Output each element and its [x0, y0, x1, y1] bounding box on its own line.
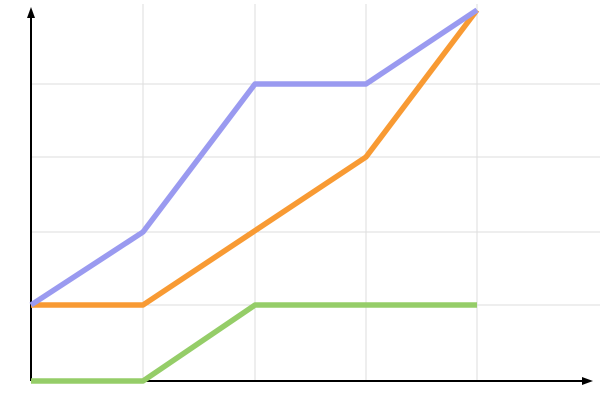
series-line-orange: [31, 8, 480, 308]
gridlines-horizontal: [31, 83, 600, 306]
y-axis-arrow-up-icon: [27, 7, 35, 18]
series-line-purple: [29, 7, 479, 308]
series-group: [29, 7, 480, 384]
y-axis: [27, 7, 35, 381]
x-axis-arrow-right-icon: [582, 377, 593, 385]
series-line-green: [31, 302, 477, 384]
gridlines-vertical: [142, 4, 478, 381]
